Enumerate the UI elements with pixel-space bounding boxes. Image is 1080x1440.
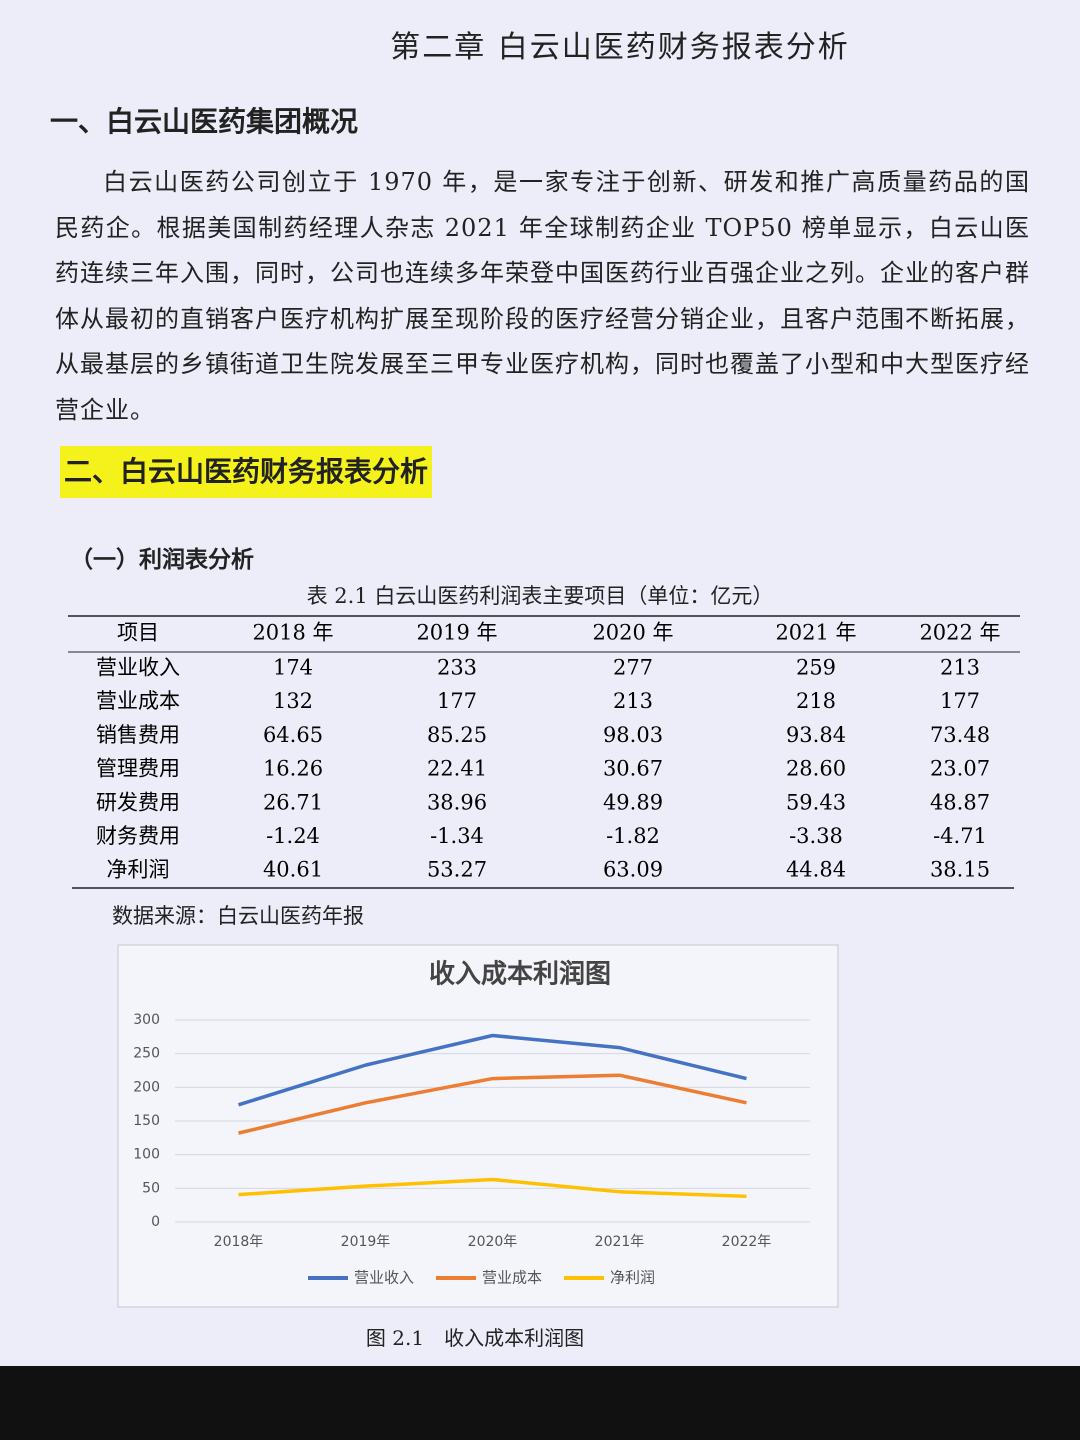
y-tick-label: 250 [133, 1046, 160, 1062]
series-line [238, 1073, 747, 1135]
table-cell: 23.07 [930, 757, 990, 781]
table-cell: 40.61 [263, 858, 323, 882]
legend-label: 营业成本 [482, 1269, 542, 1287]
table-cell: 93.84 [786, 723, 846, 747]
table-cell: 59.43 [786, 790, 846, 814]
table-cell: 48.87 [930, 790, 990, 814]
chapter-title: 第二章 白云山医药财务报表分析 [390, 30, 850, 65]
table-cell: 177 [940, 689, 980, 713]
table-cell: 44.84 [786, 858, 846, 882]
paragraph: 白云山医药公司创立于 1970 年，是一家专注于创新、研发和推广高质量药品的国民… [55, 168, 1030, 424]
subsection-heading: （一）利润表分析 [70, 547, 254, 573]
y-tick-label: 100 [133, 1147, 160, 1163]
table-cell: -3.38 [789, 824, 843, 848]
table-cell: 259 [796, 656, 836, 680]
table-caption: 表 2.1 白云山医药利润表主要项目（单位：亿元） [306, 584, 774, 608]
table-cell: 64.65 [263, 723, 323, 747]
table-cell: -1.34 [430, 824, 484, 848]
table-cell: 16.26 [263, 757, 323, 781]
table-header: 2018 年 [252, 621, 333, 645]
screen-bezel [0, 1366, 1080, 1440]
legend-label: 营业收入 [354, 1269, 414, 1287]
table-cell: 22.41 [427, 757, 487, 781]
chart: 收入成本利润图 0 50 100 150 200 250 300 2018年 2019年 2020… [117, 944, 839, 1308]
table-header: 2022 年 [919, 621, 1000, 645]
table-cell: 38.96 [427, 790, 487, 814]
table-cell: 233 [437, 656, 477, 680]
y-tick-label: 50 [142, 1180, 160, 1196]
table-cell: -1.24 [266, 824, 320, 848]
table-source: 数据来源：白云山医药年报 [112, 904, 364, 928]
table-cell: 73.48 [930, 723, 990, 747]
table-cell: 85.25 [427, 723, 487, 747]
table-cell: 28.60 [786, 757, 846, 781]
table-cell: 26.71 [263, 790, 323, 814]
figure-caption: 图 2.1 收入成本利润图 [365, 1326, 585, 1350]
table-header: 2020 年 [592, 621, 673, 645]
table-cell: 38.15 [930, 858, 990, 882]
table-cell: -1.82 [606, 824, 660, 848]
x-tick-label: 2021年 [595, 1234, 645, 1250]
table-cell: 营业成本 [96, 689, 180, 713]
table-cell: 218 [796, 689, 836, 713]
table-cell: 净利润 [107, 858, 170, 882]
table-cell: 53.27 [427, 858, 487, 882]
table-cell: 174 [273, 656, 313, 680]
x-tick-label: 2018年 [214, 1234, 264, 1250]
table-cell: 277 [613, 656, 653, 680]
table-cell: 49.89 [603, 790, 663, 814]
table-cell: 管理费用 [96, 757, 180, 781]
section-heading: 一、白云山医药集团概况 [50, 105, 359, 138]
table-cell: 132 [273, 689, 313, 713]
series-line [238, 1177, 747, 1199]
table-cell: 销售费用 [96, 723, 180, 747]
x-tick-label: 2020年 [468, 1234, 518, 1250]
table-header: 2019 年 [416, 621, 497, 645]
table-cell: -4.71 [933, 824, 987, 848]
table-cell: 98.03 [603, 723, 663, 747]
table-cell: 213 [940, 656, 980, 680]
table-cell: 63.09 [603, 858, 663, 882]
y-tick-label: 0 [151, 1214, 160, 1230]
table-cell: 财务费用 [96, 824, 180, 848]
table-header: 项目 [117, 621, 159, 645]
table-cell: 213 [613, 689, 653, 713]
x-tick-label: 2019年 [341, 1234, 391, 1250]
y-tick-label: 150 [133, 1113, 160, 1129]
table-cell: 研发费用 [96, 790, 180, 814]
table-cell: 30.67 [603, 757, 663, 781]
section-heading: 二、白云山医药财务报表分析 [60, 446, 433, 498]
chart-title: 收入成本利润图 [429, 959, 611, 990]
legend-label: 净利润 [610, 1269, 655, 1287]
table-cell: 营业收入 [96, 656, 180, 680]
y-tick-label: 200 [133, 1079, 160, 1095]
x-tick-label: 2022年 [722, 1234, 772, 1250]
chart-frame [117, 944, 839, 1308]
y-tick-label: 300 [133, 1012, 160, 1028]
table-header: 2021 年 [775, 621, 856, 645]
table-cell: 177 [437, 689, 477, 713]
series-line [237, 1033, 747, 1107]
